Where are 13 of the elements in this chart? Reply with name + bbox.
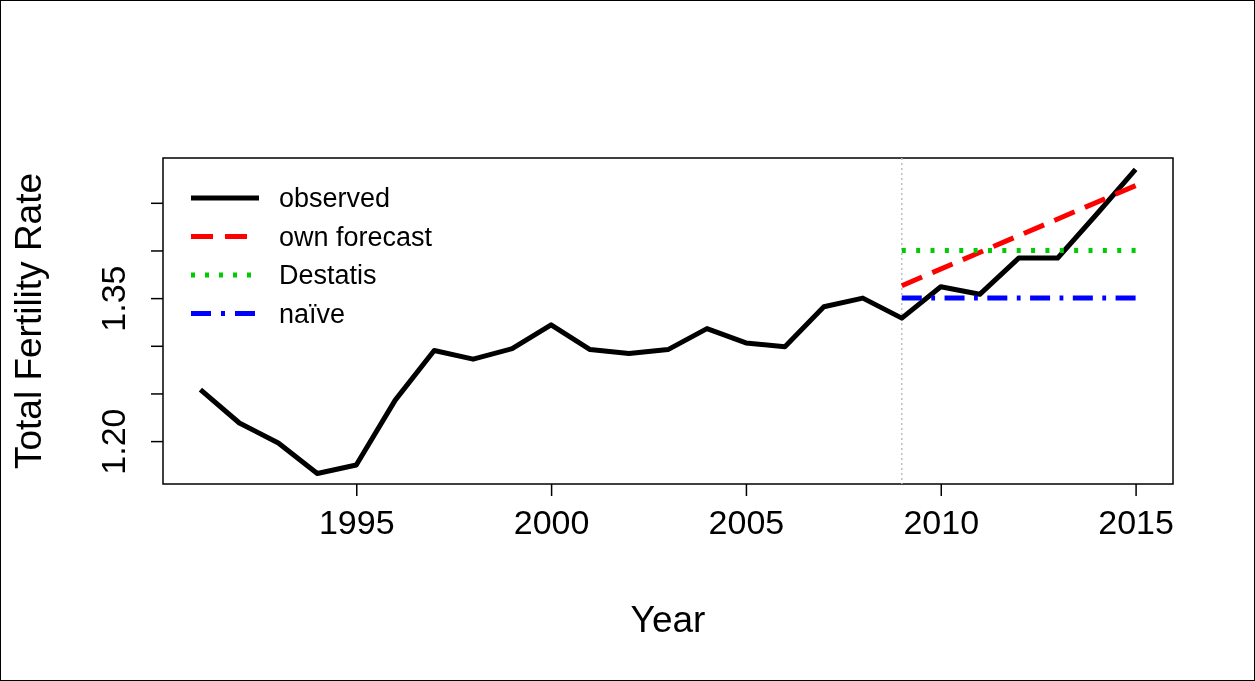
x-tick-label: 2005 (708, 503, 785, 542)
x-tick-label: 1995 (318, 503, 395, 542)
legend-label: observed (279, 183, 391, 213)
legend-label: naïve (279, 298, 346, 329)
y-tick-label: 1.35 (94, 265, 132, 332)
x-axis-title: Year (630, 599, 706, 640)
y-axis-title: Total Fertility Rate (8, 172, 49, 470)
y-tick-label: 1.20 (94, 408, 132, 475)
x-tick-label: 2010 (903, 503, 980, 542)
x-tick-label: 2000 (513, 503, 590, 542)
legend-label: own forecast (279, 221, 433, 252)
x-tick-label: 2015 (1098, 503, 1174, 542)
legend-label: Destatis (279, 260, 377, 290)
